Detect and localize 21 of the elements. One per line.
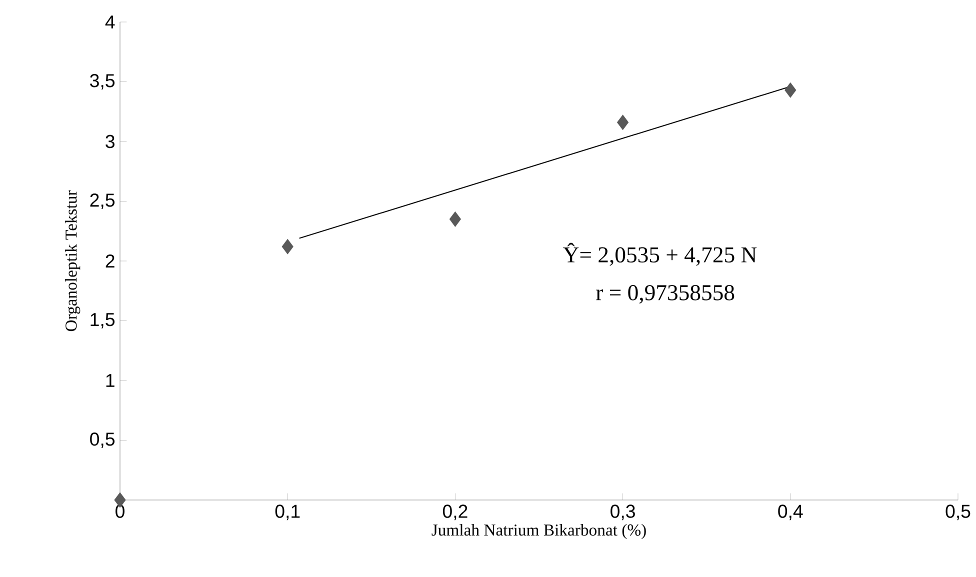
x-axis-title: Jumlah Natrium Bikarbonat (%) xyxy=(432,524,646,540)
point xyxy=(617,114,629,130)
y-tick-label: 4 xyxy=(105,16,115,28)
y-axis-title: Organoleptik Tekstur xyxy=(65,190,80,332)
y-tick-label: 1 xyxy=(106,374,114,387)
annotation: r = 0,97358558 xyxy=(596,285,734,304)
y-tick-label: 2 xyxy=(106,254,114,268)
y-tick-label: 2,5 xyxy=(90,194,115,209)
y-tick-label: 3 xyxy=(106,134,114,148)
x-tick-label: 0,1 xyxy=(275,504,300,520)
annotation: Ŷ= 2,0535 + 4,725 N xyxy=(563,242,757,266)
x-tick-label: 0,2 xyxy=(442,504,468,520)
x-tick-label: 0,4 xyxy=(778,504,803,520)
y-tick-label: 0,5 xyxy=(90,432,115,448)
x-tick-label: 0,3 xyxy=(610,504,635,520)
point xyxy=(784,82,796,98)
point xyxy=(449,212,461,227)
point xyxy=(282,239,294,254)
x-tick-label: 0,5 xyxy=(946,504,970,520)
y-tick-label: 3,5 xyxy=(90,74,115,90)
y-tick-label: 1,5 xyxy=(90,313,115,328)
